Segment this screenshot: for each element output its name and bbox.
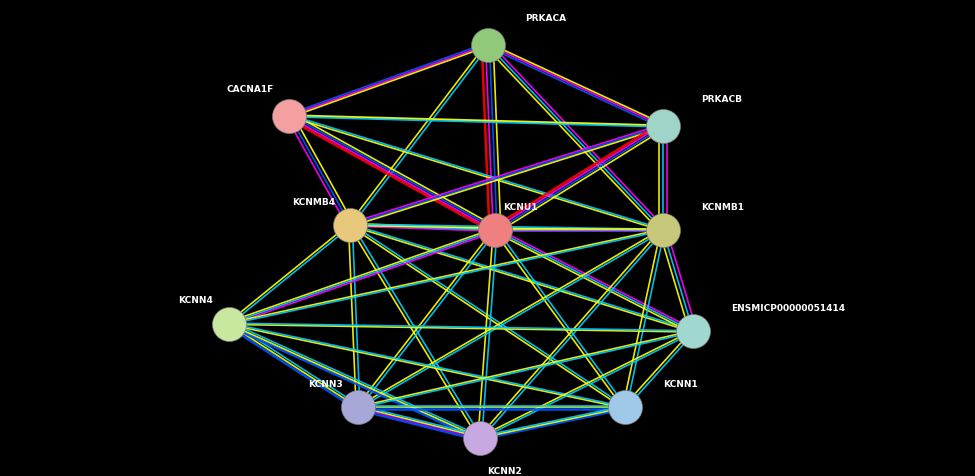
Text: KCNN3: KCNN3 [308, 379, 343, 388]
Point [480, 42, 495, 50]
Point [488, 227, 503, 234]
Point [342, 221, 358, 229]
Text: KCNN4: KCNN4 [178, 296, 214, 305]
Text: KCNN1: KCNN1 [663, 379, 697, 388]
Point [685, 328, 701, 336]
Point [220, 320, 236, 328]
Text: ENSMICP00000051414: ENSMICP00000051414 [731, 304, 845, 312]
Point [472, 434, 488, 442]
Point [350, 404, 366, 411]
Text: KCNMB1: KCNMB1 [701, 202, 744, 211]
Text: KCNU1: KCNU1 [503, 202, 537, 211]
Text: KCNN2: KCNN2 [488, 466, 523, 475]
Text: CACNA1F: CACNA1F [227, 85, 274, 94]
Text: PRKACB: PRKACB [701, 95, 742, 104]
Point [655, 123, 671, 130]
Point [655, 227, 671, 234]
Point [282, 113, 297, 120]
Text: PRKACA: PRKACA [526, 14, 566, 23]
Text: KCNMB4: KCNMB4 [292, 197, 335, 206]
Point [617, 404, 633, 411]
